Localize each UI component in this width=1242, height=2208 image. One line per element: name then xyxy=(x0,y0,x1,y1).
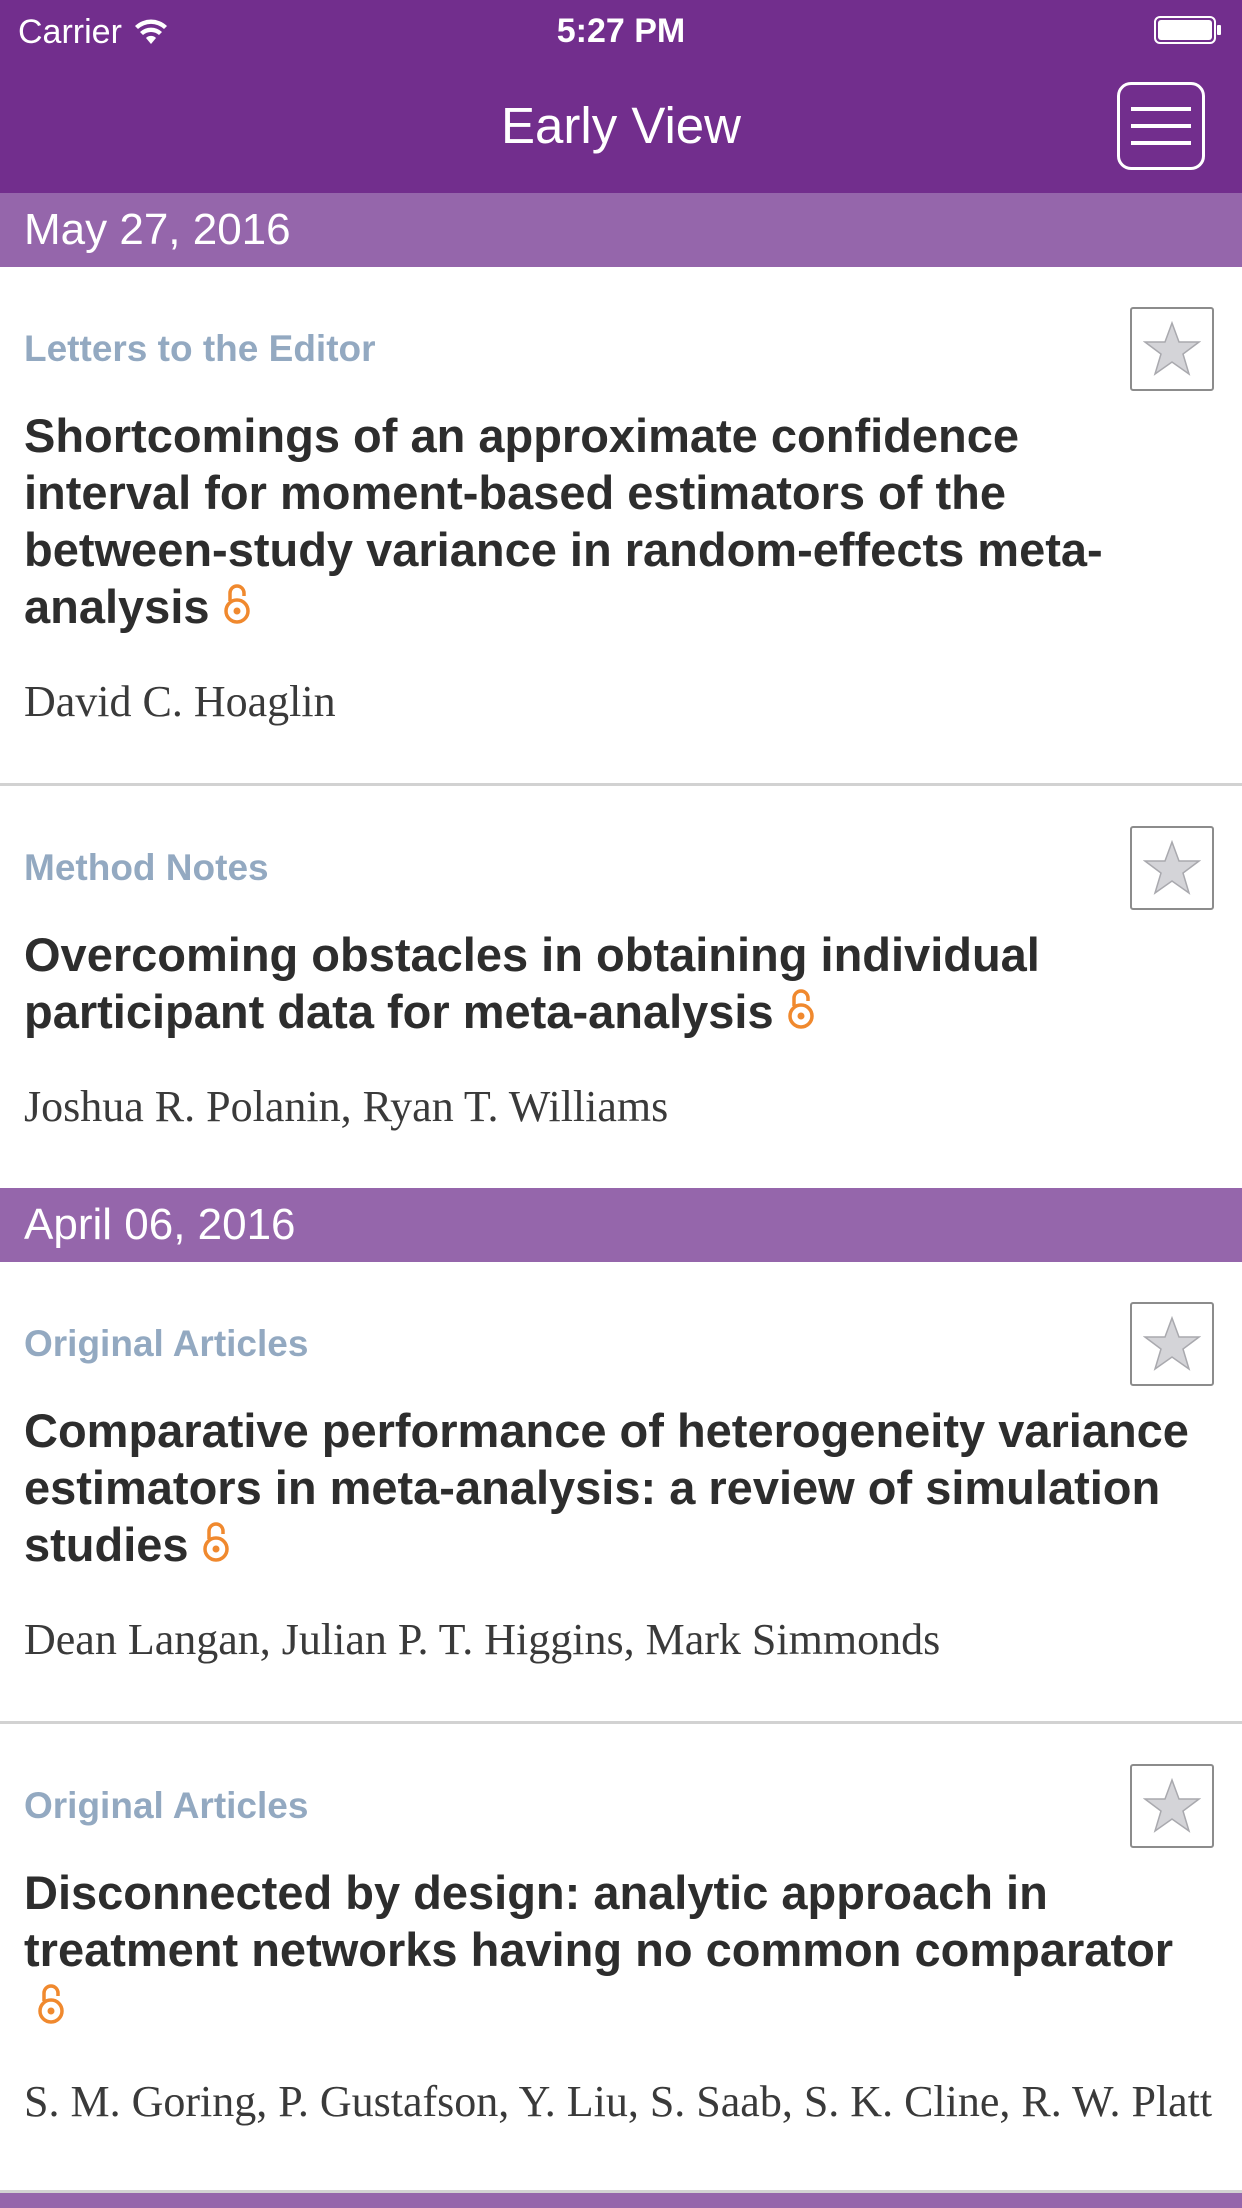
article-category: Original Articles xyxy=(24,1785,309,1826)
open-access-icon xyxy=(223,584,250,624)
open-access-icon xyxy=(202,1522,229,1562)
article-title-text: Shortcomings of an approximate confidenc… xyxy=(24,409,1103,633)
article-title[interactable]: Overcoming obstacles in obtaining indivi… xyxy=(24,926,1218,1040)
star-icon xyxy=(1143,840,1201,895)
favorite-button[interactable] xyxy=(1130,307,1214,391)
article-item[interactable]: Method Notes Overcoming obstacles in obt… xyxy=(0,786,1242,1188)
article-title[interactable]: Shortcomings of an approximate confidenc… xyxy=(24,407,1218,635)
article-category: Method Notes xyxy=(24,847,269,888)
article-authors: S. M. Goring, P. Gustafson, Y. Liu, S. S… xyxy=(24,2077,1213,2126)
date-section-header: May 27, 2016 xyxy=(0,193,1242,267)
menu-button[interactable] xyxy=(1117,82,1205,170)
next-date-section-header xyxy=(0,2190,1242,2208)
favorite-button[interactable] xyxy=(1130,826,1214,910)
article-item[interactable]: Letters to the Editor Shortcomings of an… xyxy=(0,267,1242,786)
article-list: May 27, 2016 Letters to the Editor Short… xyxy=(0,193,1242,2183)
wifi-icon xyxy=(134,19,167,44)
article-category: Original Articles xyxy=(24,1323,309,1364)
status-bar-carrier: Carrier xyxy=(18,12,168,52)
article-item[interactable]: Original Articles Disconnected by design… xyxy=(0,1724,1242,2183)
article-title-text: Comparative performance of heterogeneity… xyxy=(24,1404,1189,1571)
star-icon xyxy=(1143,1778,1201,1833)
status-bar-time: 5:27 PM xyxy=(556,12,686,50)
article-title-text: Disconnected by design: analytic approac… xyxy=(24,1866,1174,1976)
app-header: Carrier 5:27 PM Early View xyxy=(0,0,1242,193)
favorite-button[interactable] xyxy=(1130,1302,1214,1386)
page-title: Early View xyxy=(501,97,741,154)
article-authors: David C. Hoaglin xyxy=(24,677,336,726)
carrier-label: Carrier xyxy=(18,13,122,51)
star-icon xyxy=(1143,321,1201,376)
article-item[interactable]: Original Articles Comparative performanc… xyxy=(0,1262,1242,1724)
star-icon xyxy=(1143,1316,1201,1371)
hamburger-menu-icon xyxy=(1131,107,1191,111)
article-title[interactable]: Disconnected by design: analytic approac… xyxy=(24,1864,1218,2035)
article-title[interactable]: Comparative performance of heterogeneity… xyxy=(24,1402,1218,1573)
article-authors: Joshua R. Polanin, Ryan T. Williams xyxy=(24,1082,669,1131)
article-category: Letters to the Editor xyxy=(24,328,376,369)
battery-icon xyxy=(1154,16,1221,44)
hamburger-menu-icon xyxy=(1131,141,1191,145)
date-section-header: April 06, 2016 xyxy=(0,1188,1242,1262)
article-authors: Dean Langan, Julian P. T. Higgins, Mark … xyxy=(24,1615,941,1664)
open-access-icon xyxy=(38,1984,64,2024)
hamburger-menu-icon xyxy=(1131,124,1191,128)
open-access-icon xyxy=(787,989,814,1029)
article-title-text: Overcoming obstacles in obtaining indivi… xyxy=(24,928,1040,1038)
favorite-button[interactable] xyxy=(1130,1764,1214,1848)
